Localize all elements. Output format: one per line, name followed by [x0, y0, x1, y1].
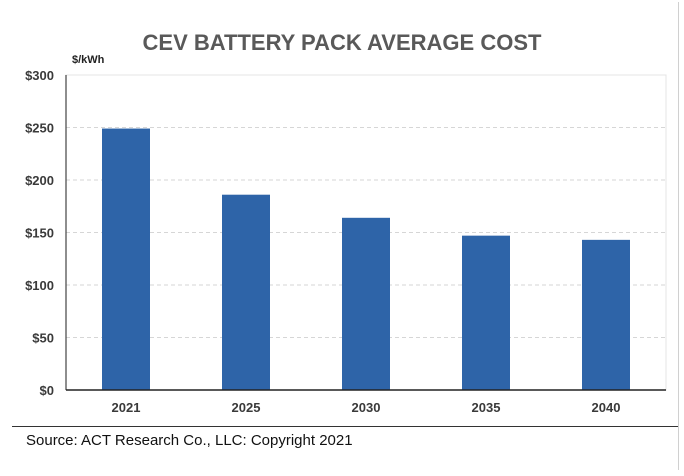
y-axis-unit-label: $/kWh [72, 54, 105, 66]
y-tick-label: $0 [40, 383, 54, 398]
x-tick-label: 2021 [112, 400, 141, 415]
x-tick-label: 2035 [472, 400, 501, 415]
bar-2035 [462, 235, 510, 390]
x-tick-label: 2040 [592, 400, 621, 415]
source-note: Source: ACT Research Co., LLC: Copyright… [26, 432, 353, 449]
x-tick-label: 2030 [352, 400, 381, 415]
y-tick-label: $50 [32, 331, 54, 346]
bar-2040 [582, 239, 630, 390]
bar-2021 [102, 128, 150, 391]
chart-frame [2, 2, 679, 470]
bar-2030 [342, 217, 390, 390]
x-tick-label: 2025 [232, 400, 261, 415]
y-tick-label: $250 [25, 121, 54, 136]
y-tick-label: $100 [25, 278, 54, 293]
source-divider [12, 426, 678, 427]
bar-2025 [222, 194, 270, 390]
y-tick-label: $200 [25, 173, 54, 188]
y-tick-label: $300 [25, 68, 54, 83]
y-tick-label: $150 [25, 226, 54, 241]
chart-title: CEV BATTERY PACK AVERAGE COST [142, 30, 542, 55]
